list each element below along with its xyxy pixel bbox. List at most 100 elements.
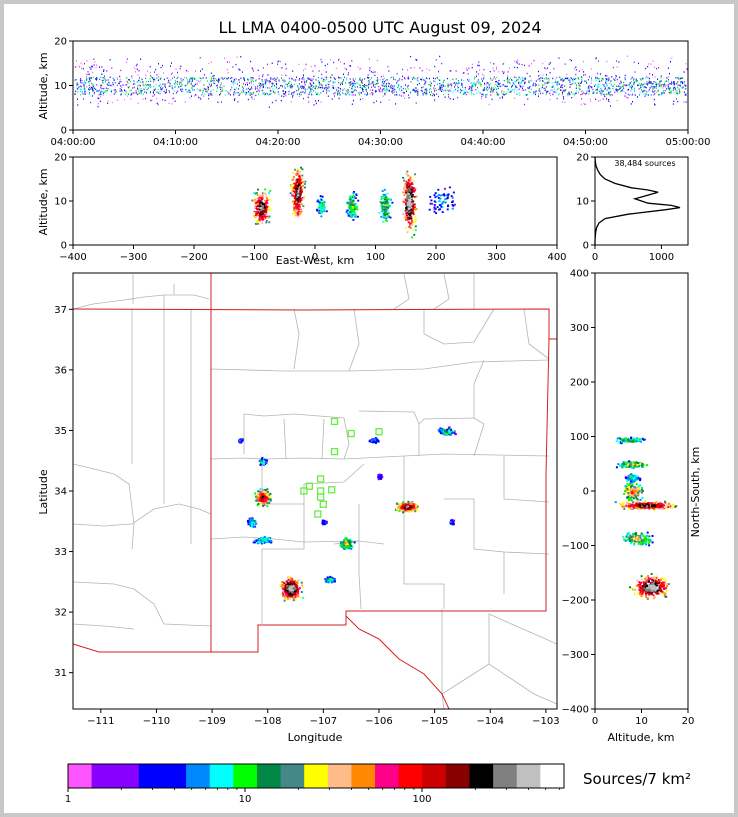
time-altitude-source xyxy=(308,85,310,87)
time-altitude-source xyxy=(282,86,284,88)
time-altitude-source xyxy=(216,85,218,87)
plan-view-cell xyxy=(332,580,335,583)
time-altitude-source xyxy=(149,84,151,86)
plan-view-cell xyxy=(289,594,292,597)
time-altitude-source xyxy=(285,68,287,70)
time-altitude-source xyxy=(421,79,422,81)
time-altitude-source xyxy=(549,62,551,64)
time-altitude-source xyxy=(658,67,659,69)
time-altitude-source xyxy=(393,91,395,93)
time-altitude-source xyxy=(620,91,622,93)
plan-view-cell xyxy=(286,595,289,598)
time-altitude-source xyxy=(159,93,161,95)
ew-altitude-cell xyxy=(255,223,257,225)
ew-altitude-cell xyxy=(298,179,301,182)
time-altitude-source xyxy=(202,92,204,94)
time-altitude-source xyxy=(119,88,121,90)
ew-altitude-cell xyxy=(349,195,352,198)
time-altitude-source xyxy=(472,84,474,86)
plan-view-cell xyxy=(262,504,265,507)
ew-altitude-cell xyxy=(303,186,306,189)
plan-view-cell xyxy=(268,501,271,504)
time-altitude-source xyxy=(662,83,664,86)
ew-altitude-cell xyxy=(439,197,442,200)
time-altitude-source xyxy=(377,79,379,81)
time-altitude-source xyxy=(234,91,235,93)
time-altitude-source xyxy=(171,103,173,105)
time-altitude-source xyxy=(345,89,347,92)
time-altitude-source xyxy=(165,88,167,91)
time-altitude-source xyxy=(346,78,347,81)
ew-altitude-x-tick-label: −300 xyxy=(120,252,147,263)
time-altitude-source xyxy=(361,80,363,82)
time-altitude-source xyxy=(317,87,319,90)
plan-view-cell xyxy=(404,508,407,511)
time-altitude-source xyxy=(84,82,86,84)
ew-altitude-cell xyxy=(264,193,267,196)
time-altitude-source xyxy=(123,98,125,101)
time-altitude-source xyxy=(327,95,329,97)
time-altitude-source xyxy=(605,78,607,80)
plan-view-cell xyxy=(260,502,263,505)
time-altitude-source xyxy=(670,61,671,63)
time-altitude-source xyxy=(158,76,160,78)
time-altitude-source xyxy=(620,90,622,92)
time-altitude-source xyxy=(289,86,291,89)
time-altitude-source xyxy=(514,66,516,69)
ew-altitude-cell xyxy=(411,183,414,185)
time-altitude-source xyxy=(590,100,592,102)
time-altitude-source xyxy=(423,78,425,81)
ew-altitude-cell xyxy=(436,206,439,208)
time-altitude-source xyxy=(334,95,335,97)
time-altitude-source xyxy=(167,82,169,84)
ew-altitude-cell xyxy=(264,216,267,219)
time-altitude-source xyxy=(559,76,561,78)
ew-altitude-cell xyxy=(351,196,354,199)
time-altitude-source xyxy=(368,77,370,79)
plan-view-cell xyxy=(252,525,255,528)
time-altitude-source xyxy=(535,83,537,86)
ew-altitude-cell xyxy=(408,197,411,199)
plan-view-cell xyxy=(283,582,286,584)
time-altitude-source xyxy=(137,88,139,90)
ew-altitude-cell xyxy=(353,214,356,217)
ew-altitude-cell xyxy=(255,214,258,216)
time-altitude-source xyxy=(417,77,419,79)
time-altitude-source xyxy=(304,88,306,90)
plan-view-cell xyxy=(288,597,291,600)
ew-altitude-cell xyxy=(409,192,412,194)
time-altitude-source xyxy=(114,89,116,91)
time-altitude-source xyxy=(425,77,427,79)
time-altitude-source xyxy=(277,91,279,93)
ew-altitude-cell xyxy=(405,208,408,210)
time-altitude-source xyxy=(682,77,684,79)
time-altitude-source xyxy=(304,92,306,94)
time-altitude-source xyxy=(496,81,498,84)
time-altitude-source xyxy=(483,77,485,79)
time-altitude-source xyxy=(504,93,506,95)
time-altitude-source xyxy=(373,84,375,87)
time-altitude-source xyxy=(249,89,251,91)
time-altitude-source xyxy=(522,79,523,82)
time-altitude-source xyxy=(244,91,246,94)
figure-canvas: LL LMA 0400-0500 UTC August 09, 2024 04:… xyxy=(37,18,710,805)
time-altitude-source xyxy=(138,92,140,94)
time-altitude-source xyxy=(190,78,192,80)
time-altitude-source xyxy=(288,77,290,80)
time-altitude-source xyxy=(119,80,121,83)
time-altitude-source xyxy=(342,89,344,91)
ew-altitude-cell xyxy=(254,202,257,205)
time-altitude-source xyxy=(359,94,360,96)
ew-altitude-cell xyxy=(295,174,298,176)
time-altitude-source xyxy=(419,67,421,69)
time-altitude-source xyxy=(271,82,273,85)
time-altitude-source xyxy=(502,93,504,96)
time-altitude-source xyxy=(597,86,599,88)
ew-altitude-cell xyxy=(319,211,322,214)
plan-view-cell xyxy=(267,498,270,501)
plan-view-cell xyxy=(254,541,257,544)
ew-altitude-cell xyxy=(444,198,447,201)
time-altitude-source xyxy=(338,76,339,78)
ew-altitude-cell xyxy=(433,207,436,210)
time-altitude-source xyxy=(658,85,660,87)
